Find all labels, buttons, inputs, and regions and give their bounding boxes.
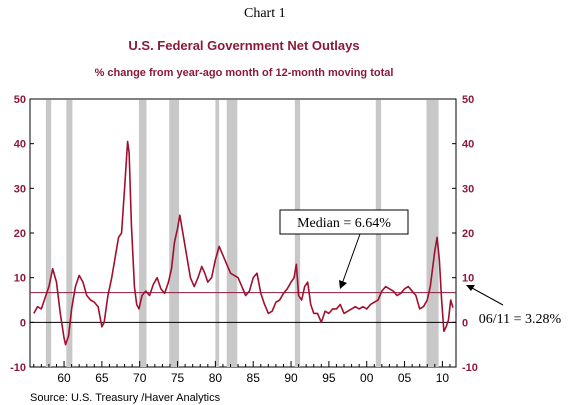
y-tick-label-right: 20 bbox=[462, 228, 474, 240]
x-tick-label: 95 bbox=[322, 371, 336, 385]
median-arrowhead bbox=[339, 280, 347, 289]
chart-label: Chart 1 bbox=[244, 6, 286, 21]
y-tick-label-right: 0 bbox=[462, 317, 468, 329]
y-tick-label-right: 50 bbox=[462, 94, 474, 106]
y-tick-label-left: 50 bbox=[14, 94, 26, 106]
x-tick-label: 05 bbox=[398, 371, 412, 385]
x-tick-label: 80 bbox=[209, 371, 223, 385]
recession-band bbox=[138, 100, 147, 367]
y-tick-label-right: 30 bbox=[462, 183, 474, 195]
recession-band bbox=[66, 100, 73, 367]
recession-band bbox=[426, 100, 439, 367]
y-tick-label-right: -10 bbox=[462, 362, 478, 374]
y-axis-ticks: -10 -10 0 0 10 10 20 20 30 30 40 40 50 50 bbox=[10, 94, 478, 374]
series-line bbox=[33, 140, 454, 346]
median-annotation-box bbox=[279, 209, 409, 235]
median-annotation-arrow bbox=[341, 233, 361, 285]
last-value-annotation-label: 06/11 = 3.28% bbox=[479, 312, 562, 327]
series-layer bbox=[33, 140, 454, 346]
y-tick-label-left: 10 bbox=[14, 273, 26, 285]
x-tick-label: 65 bbox=[95, 371, 109, 385]
x-axis-ticks: 60 65 70 75 80 85 90 95 00 05 10 bbox=[33, 361, 451, 385]
y-tick-label-left: -10 bbox=[10, 362, 26, 374]
recession-band bbox=[226, 100, 238, 367]
recession-band bbox=[45, 100, 52, 367]
last-value-arrowhead bbox=[466, 285, 475, 291]
x-tick-label: 60 bbox=[57, 371, 71, 385]
x-tick-label: 00 bbox=[360, 371, 374, 385]
x-tick-label: 70 bbox=[133, 371, 147, 385]
x-tick-label: 75 bbox=[171, 371, 185, 385]
last-value-annotation-arrow bbox=[471, 287, 504, 306]
y-tick-label-left: 40 bbox=[14, 139, 26, 151]
recession-band bbox=[169, 100, 180, 367]
chart-subtitle: % change from year-ago month of 12-month… bbox=[95, 67, 394, 79]
source-note: Source: U.S. Treasury /Haver Analytics bbox=[30, 392, 221, 404]
median-annotation-label: Median = 6.64% bbox=[297, 216, 391, 231]
x-tick-label: 90 bbox=[284, 371, 298, 385]
y-tick-label-left: 20 bbox=[14, 228, 26, 240]
y-tick-label-right: 10 bbox=[462, 273, 474, 285]
recession-band bbox=[215, 100, 220, 367]
x-tick-label: 85 bbox=[247, 371, 261, 385]
y-tick-label-left: 0 bbox=[20, 317, 26, 329]
chart-title: U.S. Federal Government Net Outlays bbox=[128, 38, 359, 53]
y-tick-label-left: 30 bbox=[14, 183, 26, 195]
x-tick-label: 10 bbox=[436, 371, 450, 385]
y-tick-label-right: 40 bbox=[462, 139, 474, 151]
